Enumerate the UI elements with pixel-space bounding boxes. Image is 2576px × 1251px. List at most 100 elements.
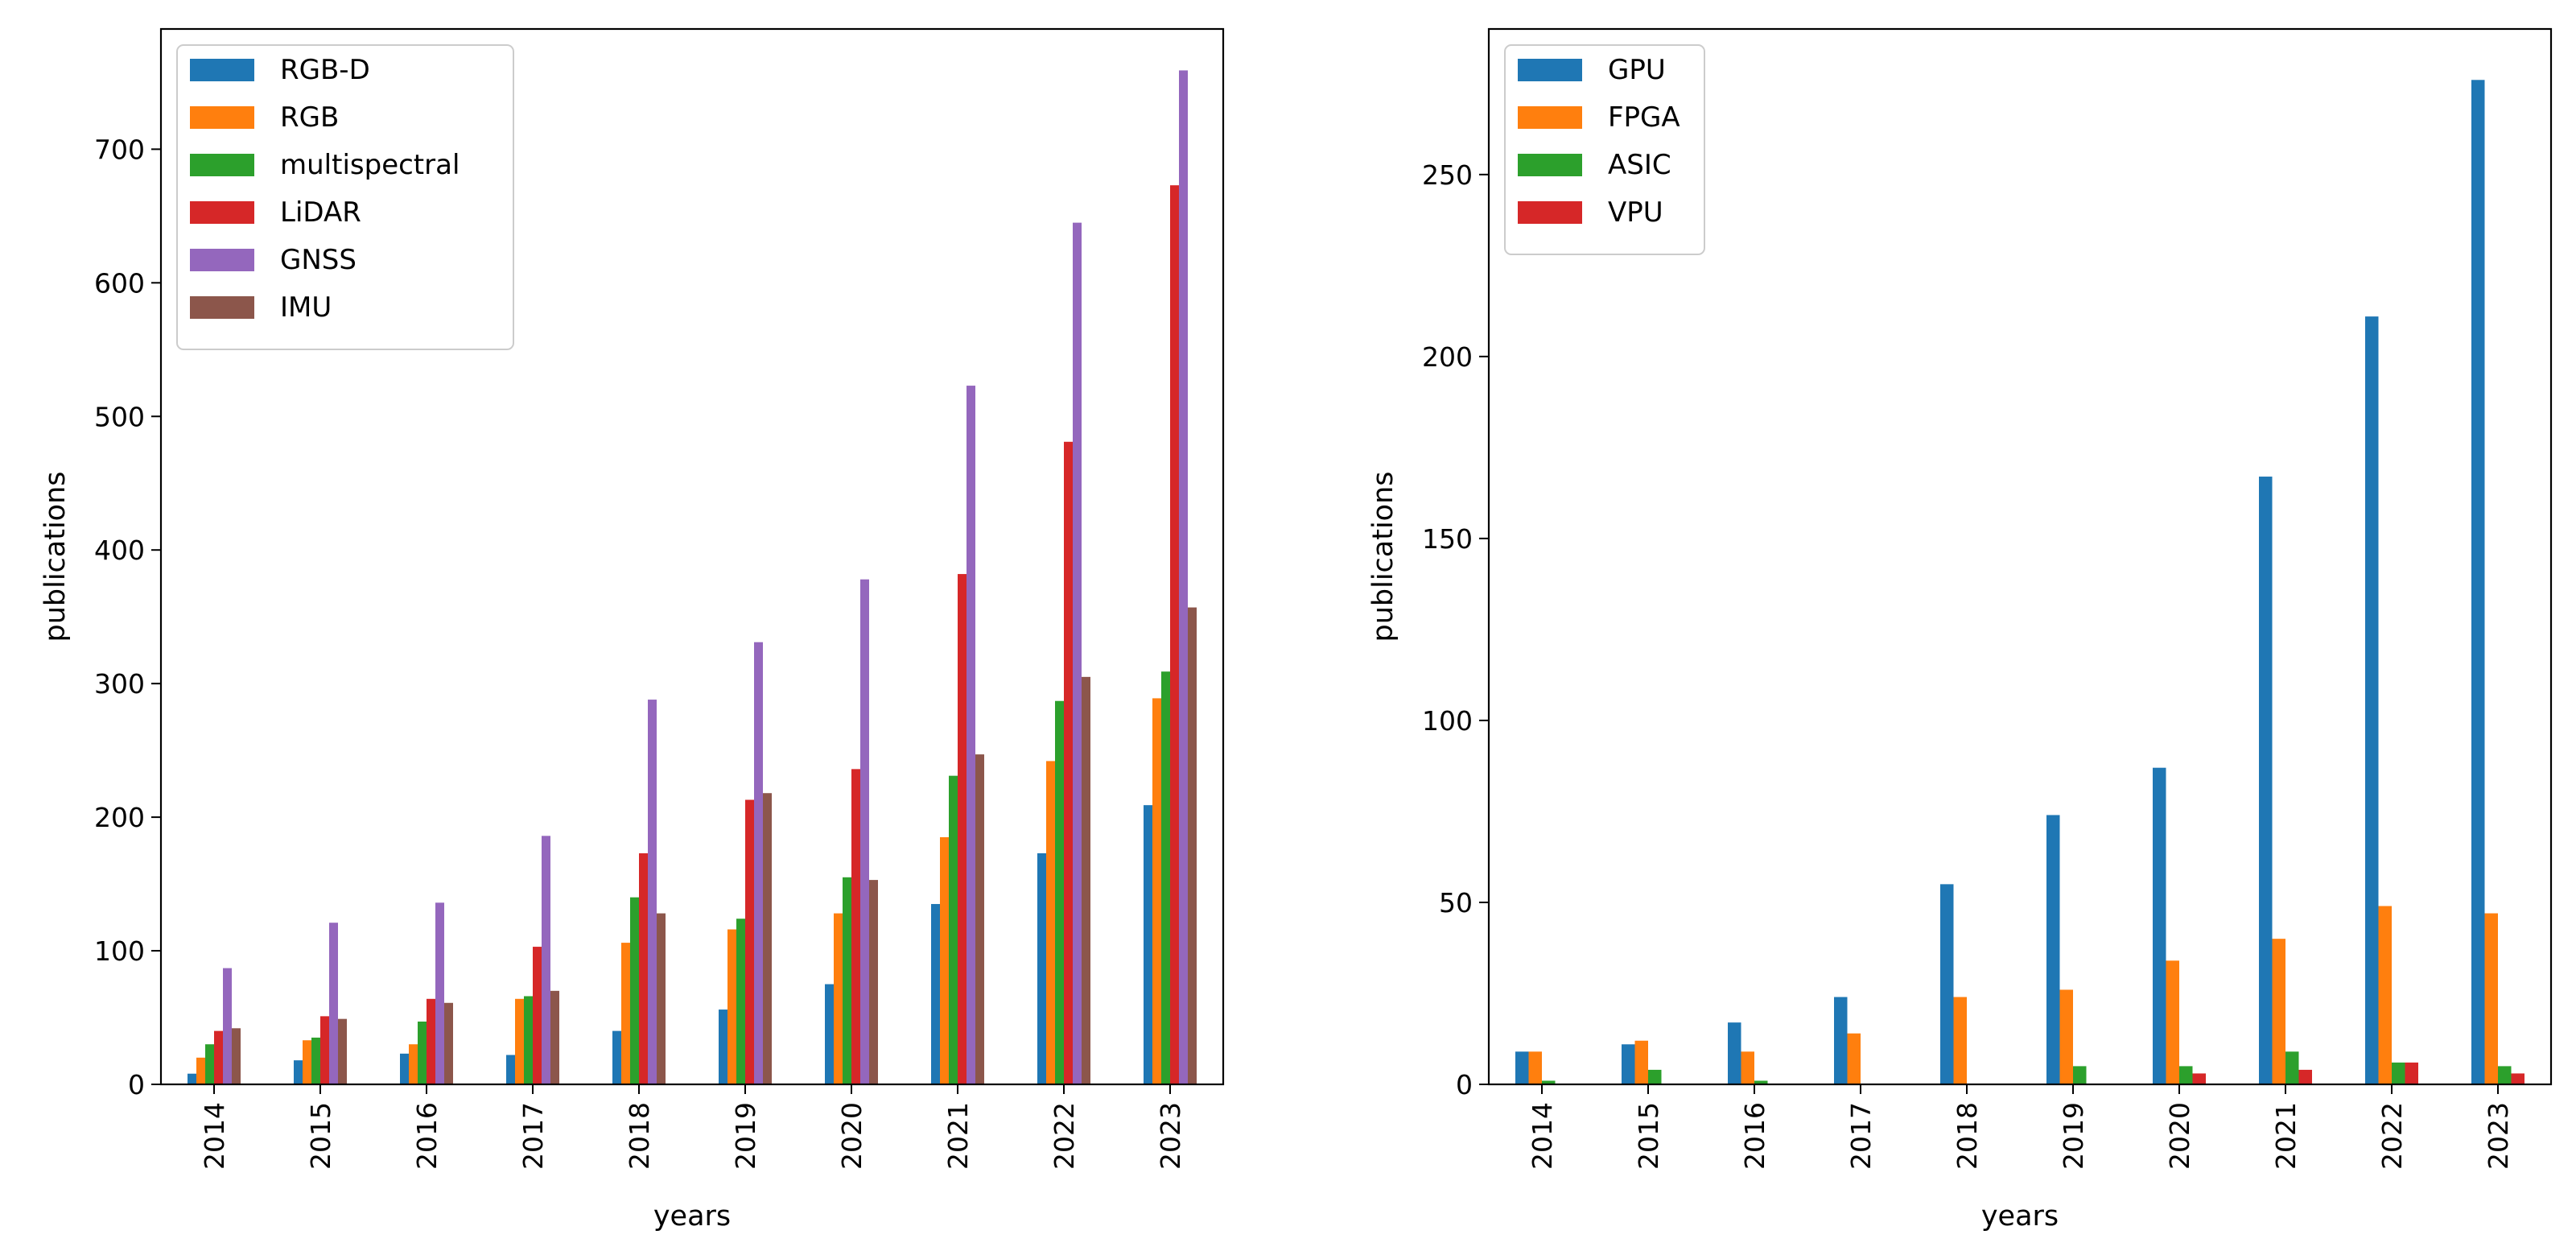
- legend-swatch-asic: [1518, 154, 1582, 176]
- bar-lidar-2018: [639, 853, 648, 1084]
- bar-fpga-2023: [2484, 913, 2498, 1084]
- bar-lidar-2021: [958, 574, 967, 1084]
- bar-fpga-2014: [1528, 1051, 1542, 1084]
- x-tick-label: 2017: [517, 1102, 549, 1170]
- series-vpu: [2192, 1062, 2524, 1084]
- legend-swatch-gnss: [190, 249, 254, 271]
- x-tick-label: 2021: [2270, 1102, 2302, 1170]
- bar-rgb-2021: [940, 836, 949, 1084]
- bar-multispectral-2021: [949, 775, 958, 1084]
- series-multispectral: [205, 671, 1170, 1084]
- legend-label-gpu: GPU: [1608, 54, 1666, 86]
- bar-gnss-2018: [648, 700, 657, 1084]
- bar-rgb-2014: [196, 1057, 205, 1084]
- bar-gnss-2015: [329, 923, 338, 1084]
- x-tick-label: 2015: [1633, 1102, 1664, 1170]
- bar-imu-2017: [550, 990, 559, 1084]
- bar-multispectral-2015: [311, 1037, 320, 1084]
- series-gnss: [223, 70, 1188, 1085]
- bar-rgb-2015: [303, 1040, 311, 1084]
- bar-fpga-2020: [2166, 960, 2179, 1084]
- legend-label-asic: ASIC: [1608, 149, 1671, 181]
- bar-lidar-2016: [427, 998, 435, 1084]
- legend-swatch-fpga: [1518, 106, 1582, 129]
- x-tick-label: 2019: [730, 1102, 761, 1170]
- x-tick-label: 2022: [1049, 1102, 1080, 1170]
- bar-multispectral-2017: [524, 996, 533, 1084]
- bar-multispectral-2023: [1161, 671, 1170, 1084]
- sensors-chart: 0 100 200 300 400 500 600 700 2014 2015 2016 2017 20…: [39, 27, 1225, 1232]
- bar-multispectral-2022: [1055, 700, 1064, 1084]
- x-tick-label: 2023: [2483, 1102, 2514, 1170]
- x-tick-label: 2017: [1845, 1102, 1877, 1170]
- legend-swatch-multispectral: [190, 154, 254, 176]
- y-axis-label: publications: [1367, 471, 1399, 642]
- y-tick-label: 100: [94, 935, 145, 967]
- bar-asic-2019: [2073, 1066, 2087, 1084]
- bar-fpga-2021: [2272, 939, 2285, 1084]
- bar-asic-2015: [1648, 1069, 1662, 1084]
- y-tick-label: 500: [94, 401, 145, 432]
- bar-vpu-2023: [2511, 1073, 2524, 1084]
- series-rgb-d: [188, 805, 1152, 1084]
- bar-rgb-d-2022: [1037, 853, 1046, 1084]
- bar-gnss-2023: [1179, 70, 1188, 1085]
- bar-gpu-2016: [1728, 1022, 1741, 1084]
- x-tick-label: 2014: [199, 1102, 230, 1170]
- bar-rgb-d-2016: [400, 1053, 409, 1084]
- legend-swatch-rgb: [190, 106, 254, 129]
- bar-lidar-2014: [214, 1030, 223, 1084]
- x-tick-label: 2016: [1739, 1102, 1770, 1170]
- bar-vpu-2021: [2298, 1069, 2312, 1084]
- bar-gpu-2022: [2365, 316, 2379, 1084]
- bar-asic-2021: [2285, 1051, 2299, 1084]
- bar-imu-2023: [1188, 607, 1197, 1084]
- series-gpu: [1515, 80, 2485, 1084]
- bar-fpga-2018: [1953, 997, 1967, 1084]
- bar-gnss-2021: [967, 386, 975, 1085]
- bar-gpu-2017: [1834, 997, 1848, 1084]
- bar-rgb-d-2014: [188, 1073, 196, 1084]
- bar-rgb-2023: [1152, 698, 1161, 1084]
- y-tick-label: 700: [94, 134, 145, 165]
- y-tick-label: 250: [1422, 159, 1473, 191]
- bar-multispectral-2020: [843, 877, 851, 1084]
- bar-asic-2022: [2392, 1062, 2405, 1084]
- axes-frame: [1487, 27, 2553, 1086]
- x-tick-label: 2022: [2376, 1102, 2408, 1170]
- y-tick-label: 200: [94, 802, 145, 833]
- legend-swatch-lidar: [190, 201, 254, 224]
- legend-box: [176, 44, 514, 350]
- x-axis-label: years: [1981, 1200, 2059, 1232]
- bar-vpu-2022: [2405, 1062, 2418, 1084]
- bar-imu-2016: [444, 1002, 453, 1084]
- x-tick-label: 2023: [1155, 1102, 1186, 1170]
- bar-multispectral-2016: [418, 1022, 427, 1084]
- x-tick-label: 2019: [2058, 1102, 2089, 1170]
- y-tick-label: 600: [94, 267, 145, 299]
- series-imu: [232, 607, 1197, 1084]
- bar-asic-2020: [2179, 1066, 2193, 1084]
- legend-label-rgb: RGB: [280, 101, 339, 134]
- bar-imu-2022: [1082, 676, 1090, 1084]
- bar-gpu-2015: [1622, 1044, 1635, 1084]
- bar-rgb-d-2019: [719, 1009, 727, 1084]
- y-tick-label: 50: [1439, 887, 1473, 919]
- legend-swatch-imu: [190, 296, 254, 319]
- legend-label-imu: IMU: [280, 291, 332, 324]
- bar-multispectral-2014: [205, 1044, 214, 1084]
- y-axis-label: publications: [39, 471, 72, 642]
- bar-rgb-d-2020: [825, 984, 834, 1084]
- y-tick-label: 0: [1456, 1069, 1473, 1100]
- bar-lidar-2015: [320, 1016, 329, 1084]
- series-lidar: [214, 185, 1179, 1084]
- bar-rgb-2019: [727, 929, 736, 1084]
- legend-swatch-rgb-d: [190, 59, 254, 81]
- bar-multispectral-2018: [630, 897, 639, 1084]
- bar-rgb-2016: [409, 1044, 418, 1084]
- x-tick-label: 2021: [942, 1102, 974, 1170]
- axes-frame: [159, 27, 1225, 1086]
- bar-rgb-d-2015: [294, 1060, 303, 1084]
- y-tick-label: 100: [1422, 705, 1473, 737]
